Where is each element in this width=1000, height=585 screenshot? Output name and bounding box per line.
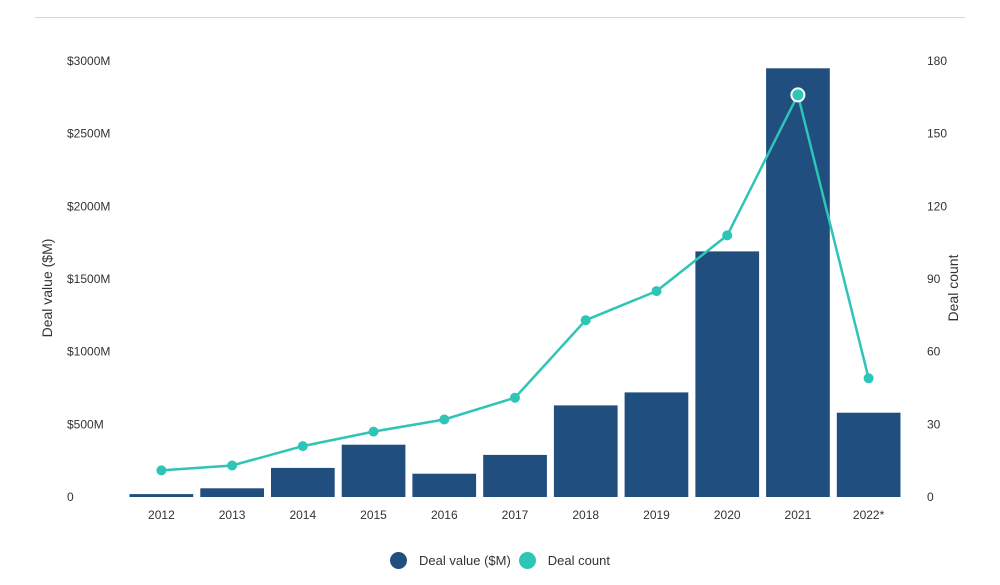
- point-2013[interactable]: [227, 460, 238, 471]
- x-axis-ticks: 2012 2013 2014 2015 2016 2017 2018 2019 2020 2021…: [148, 508, 885, 522]
- bar-2019[interactable]: [624, 392, 689, 497]
- bar-2013[interactable]: [200, 488, 264, 497]
- legend: Deal value ($M) Deal count: [0, 552, 1000, 569]
- legend-swatch-deal-value: [390, 552, 408, 569]
- bar-2022[interactable]: [836, 412, 901, 497]
- right-tick-label: 90: [927, 272, 941, 286]
- legend-item-deal-value[interactable]: Deal value ($M): [390, 552, 511, 569]
- right-tick-label: 60: [927, 345, 941, 359]
- legend-label-deal-value: Deal value ($M): [419, 553, 511, 568]
- bar-series: [129, 68, 901, 498]
- point-2022[interactable]: [863, 373, 874, 384]
- point-2016[interactable]: [439, 414, 450, 425]
- x-tick-label: 2017: [502, 508, 529, 522]
- bar-2020[interactable]: [695, 251, 760, 497]
- x-tick-label: 2014: [289, 508, 316, 522]
- point-2020[interactable]: [722, 230, 733, 241]
- line-series: [156, 87, 874, 476]
- left-tick-label: 0: [67, 490, 74, 504]
- right-tick-label: 30: [927, 417, 941, 431]
- x-tick-label: 2019: [643, 508, 670, 522]
- left-tick-label: $2000M: [67, 199, 110, 213]
- x-tick-label: 2022*: [853, 508, 885, 522]
- x-tick-label: 2018: [572, 508, 599, 522]
- top-divider: [35, 17, 965, 18]
- left-axis-ticks: 0 $500M $1000M $1500M $2000M $2500M $3000M: [67, 54, 110, 504]
- right-axis-title: Deal count: [945, 254, 961, 321]
- left-tick-label: $3000M: [67, 54, 110, 68]
- bar-2012[interactable]: [129, 494, 194, 497]
- left-axis-title: Deal value ($M): [39, 239, 55, 338]
- x-tick-label: 2016: [431, 508, 458, 522]
- x-tick-label: 2020: [714, 508, 741, 522]
- legend-item-deal-count[interactable]: Deal count: [518, 552, 610, 569]
- bar-2017[interactable]: [483, 454, 547, 497]
- point-2018[interactable]: [580, 315, 591, 326]
- bar-2014[interactable]: [271, 467, 335, 497]
- point-2017[interactable]: [510, 392, 520, 403]
- left-tick-label: $1500M: [67, 272, 110, 286]
- right-tick-label: 150: [927, 127, 947, 141]
- right-tick-label: 0: [927, 490, 934, 504]
- legend-swatch-deal-count: [518, 552, 536, 569]
- bar-2021[interactable]: [766, 68, 830, 498]
- point-2015[interactable]: [368, 426, 379, 437]
- point-2014[interactable]: [297, 441, 308, 452]
- x-tick-label: 2021: [785, 508, 812, 522]
- deal-count-line: [161, 91, 870, 472]
- right-tick-label: 120: [927, 199, 947, 213]
- bar-2015[interactable]: [341, 444, 406, 497]
- bar-2016[interactable]: [412, 473, 477, 497]
- x-tick-label: 2012: [148, 508, 175, 522]
- point-2012[interactable]: [156, 465, 167, 476]
- x-tick-label: 2015: [360, 508, 387, 522]
- x-tick-label: 2013: [219, 508, 246, 522]
- point-2021[interactable]: [790, 87, 806, 103]
- left-tick-label: $1000M: [67, 345, 110, 359]
- legend-label-deal-count: Deal count: [547, 553, 610, 568]
- left-tick-label: $500M: [67, 417, 104, 431]
- bar-2018[interactable]: [553, 405, 618, 497]
- right-tick-label: 180: [927, 54, 947, 68]
- left-tick-label: $2500M: [67, 127, 110, 141]
- point-2019[interactable]: [651, 286, 662, 297]
- right-axis-ticks: 0 30 60 90 120 150 180: [927, 54, 947, 504]
- combo-chart: 2012 2013 2014 2015 2016 2017 2018 2019 2020 2021…: [39, 54, 961, 522]
